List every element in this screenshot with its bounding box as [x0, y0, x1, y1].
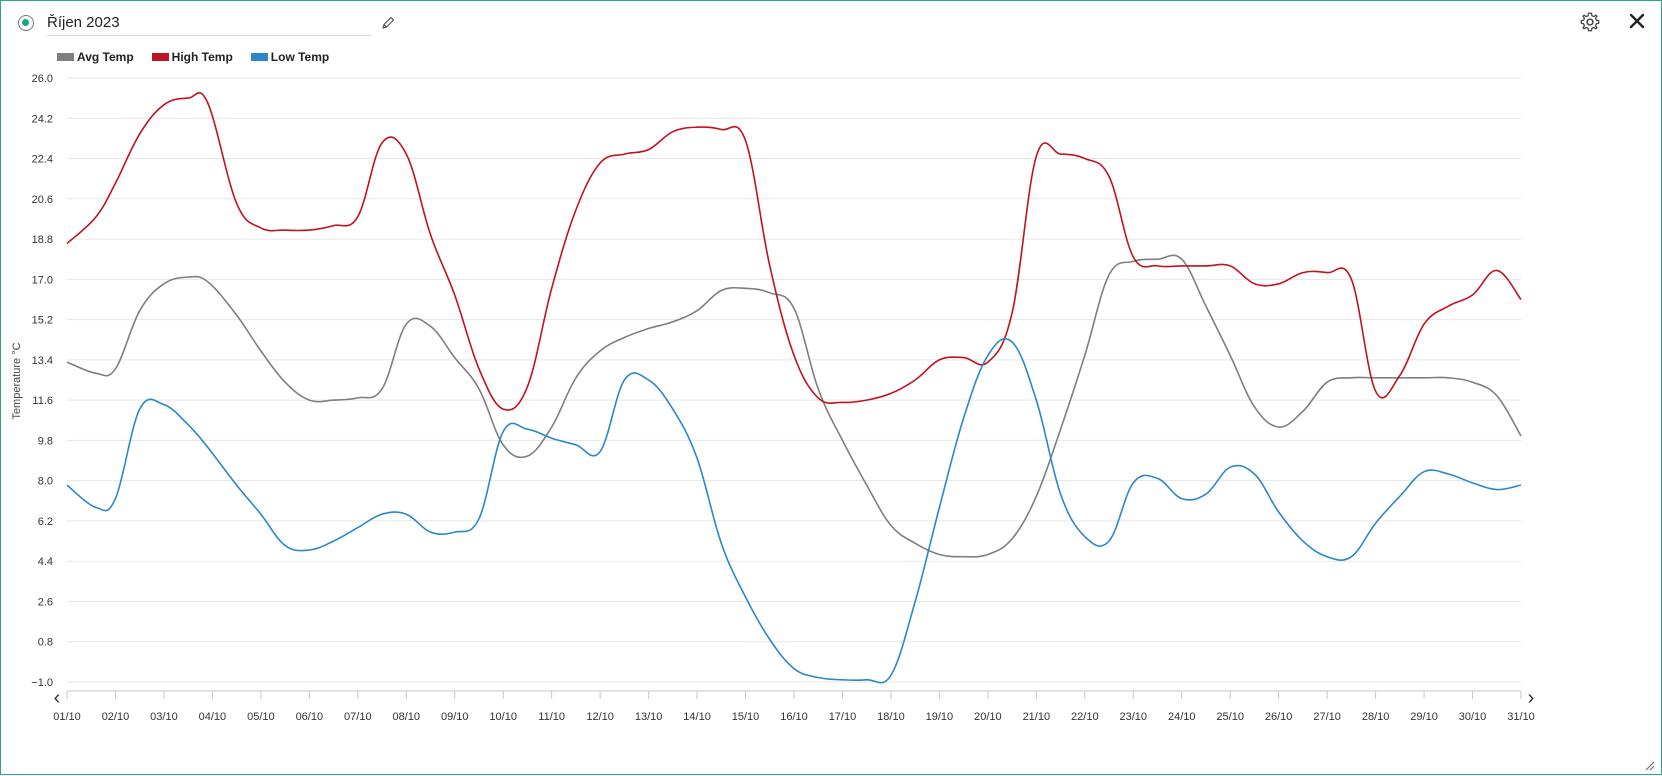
y-tick-label: 11.6 — [32, 395, 53, 407]
y-tick-label: 0.8 — [38, 637, 53, 649]
series-line-low-temp[interactable] — [66, 337, 1522, 684]
x-tick-label: 15/10 — [732, 711, 760, 723]
x-tick-label: 05/10 — [247, 711, 275, 723]
legend-item-avg-temp[interactable]: Avg Temp — [57, 50, 134, 64]
y-tick-label: 17.0 — [32, 274, 53, 286]
header: Říjen 2023 — [17, 11, 397, 37]
x-tick-label: 13/10 — [635, 711, 663, 723]
x-tick-label: 23/10 — [1120, 711, 1148, 723]
x-tick-label: 11/10 — [538, 711, 565, 723]
x-tick-label: 03/10 — [150, 711, 178, 723]
x-tick-label: 28/10 — [1362, 711, 1390, 723]
legend-label: Avg Temp — [77, 50, 134, 64]
status-indicator — [18, 15, 34, 31]
y-tick-label: 18.8 — [32, 234, 53, 246]
x-tick-label: 10/10 — [489, 711, 517, 723]
y-tick-label: 22.4 — [32, 154, 53, 166]
x-tick-label: 31/10 — [1507, 711, 1535, 723]
resize-handle[interactable] — [1645, 758, 1655, 771]
x-tick-label: 24/10 — [1168, 711, 1196, 723]
close-icon[interactable] — [1627, 11, 1647, 31]
x-tick-label: 14/10 — [683, 711, 711, 723]
series-line-avg-temp[interactable] — [66, 254, 1522, 558]
x-tick-label: 27/10 — [1313, 711, 1341, 723]
x-tick-label: 25/10 — [1216, 711, 1244, 723]
x-tick-label: 17/10 — [829, 711, 857, 723]
x-tick-label: 08/10 — [393, 711, 421, 723]
x-tick-label: 01/10 — [53, 711, 81, 723]
y-tick-label: 2.6 — [38, 596, 53, 608]
legend-item-low-temp[interactable]: Low Temp — [250, 50, 330, 64]
y-tick-label: 13.4 — [32, 355, 53, 367]
x-tick-label: 18/10 — [877, 711, 905, 723]
title-underline — [47, 35, 372, 36]
y-tick-label: 4.4 — [38, 556, 53, 568]
gear-icon[interactable] — [1579, 11, 1601, 33]
next-arrow[interactable]: › — [1528, 687, 1535, 709]
x-tick-label: 20/10 — [974, 711, 1002, 723]
y-tick-label: 20.6 — [32, 194, 53, 206]
x-tick-label: 16/10 — [780, 711, 808, 723]
y-tick-label: 26.0 — [32, 73, 53, 85]
y-tick-label: 6.2 — [38, 516, 53, 528]
x-tick-label: 30/10 — [1459, 711, 1487, 723]
legend-swatch — [57, 53, 74, 61]
x-tick-label: 09/10 — [441, 711, 469, 723]
legend-swatch — [250, 53, 268, 61]
x-tick-label: 12/10 — [586, 711, 614, 723]
legend-label: High Temp — [171, 50, 233, 64]
prev-arrow[interactable]: ‹ — [54, 687, 61, 709]
x-tick-label: 04/10 — [199, 711, 227, 723]
x-tick-label: 19/10 — [926, 711, 954, 723]
page-title[interactable]: Říjen 2023 — [47, 14, 120, 31]
x-tick-label: 07/10 — [344, 711, 372, 723]
y-axis-label: Temperature °C — [11, 342, 23, 419]
y-tick-label: 24.2 — [32, 113, 53, 125]
legend-swatch — [151, 53, 169, 61]
chart-legend: Avg Temp High Temp Low Temp — [57, 48, 347, 66]
x-tick-label: 22/10 — [1071, 711, 1099, 723]
series-line-high-temp[interactable] — [66, 91, 1522, 411]
x-tick-label: 29/10 — [1410, 711, 1438, 723]
y-tick-label: −1.0 — [31, 677, 53, 689]
x-tick-label: 02/10 — [102, 711, 130, 723]
legend-label: Low Temp — [270, 50, 330, 64]
x-tick-label: 21/10 — [1023, 711, 1051, 723]
pencil-icon[interactable] — [380, 15, 396, 31]
y-tick-label: 8.0 — [38, 476, 53, 488]
y-tick-label: 9.8 — [38, 435, 53, 447]
y-tick-label: 15.2 — [32, 315, 53, 327]
x-tick-label: 26/10 — [1265, 711, 1293, 723]
x-tick-label: 06/10 — [296, 711, 324, 723]
legend-item-high-temp[interactable]: High Temp — [151, 50, 233, 64]
